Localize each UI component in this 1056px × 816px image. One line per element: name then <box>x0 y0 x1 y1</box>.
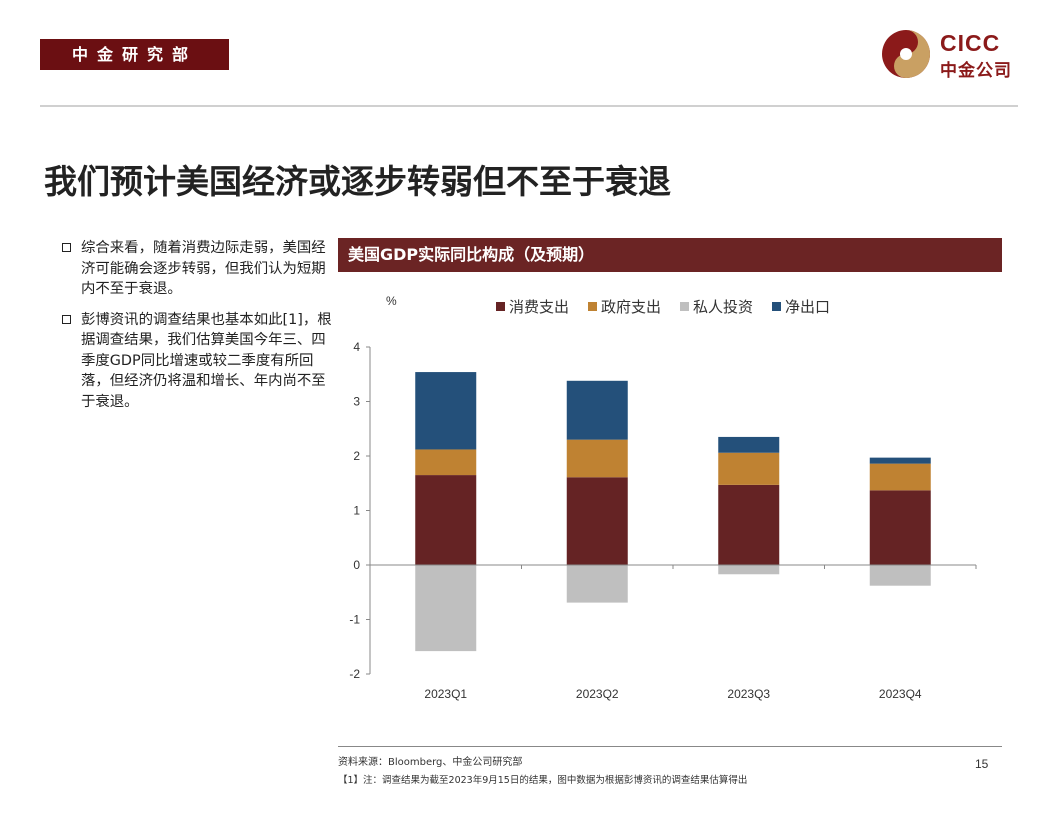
bar-segment <box>718 484 780 565</box>
bar-segment <box>566 380 628 440</box>
bar-segment <box>566 477 628 565</box>
legend-label: 私人投资 <box>693 299 753 316</box>
y-tick-label: -1 <box>349 613 360 627</box>
legend-swatch <box>680 302 689 311</box>
bullet-text: 彭博资讯的调查结果也基本如此[1]，根据调查结果，我们估算美国今年三、四季度GD… <box>81 311 332 410</box>
legend-label: 消费支出 <box>509 299 569 316</box>
legend-swatch <box>772 302 781 311</box>
x-tick-label: 2023Q1 <box>424 687 467 701</box>
footnote: 【1】注：调查结果为截至2023年9月15日的结果，图中数据为根据彭博资讯的调查… <box>338 775 748 786</box>
legend-swatch <box>496 302 505 311</box>
bar-segment <box>869 457 931 464</box>
bar-segment <box>718 565 780 575</box>
department-badge: 中金研究部 <box>40 39 229 70</box>
cicc-logo: CICC 中金公司 <box>880 28 1030 84</box>
page-number: 15 <box>975 757 989 771</box>
y-tick-label: 1 <box>353 504 360 518</box>
legend-label: 政府支出 <box>601 299 661 316</box>
bar-segment <box>566 439 628 478</box>
x-tick-label: 2023Q4 <box>879 687 922 701</box>
bar-segment <box>415 449 477 476</box>
bullet-list: 综合来看，随着消费边际走弱，美国经济可能确会逐步转弱，但我们认为短期内不至于衰退… <box>62 238 334 422</box>
bullet-text: 综合来看，随着消费边际走弱，美国经济可能确会逐步转弱，但我们认为短期内不至于衰退… <box>81 240 326 297</box>
stacked-bar-chart: % 消费支出 政府支出 私人投资 净出口 -2 -1 0 1 2 3 4 2023Q1 2023Q2 202… <box>349 294 977 701</box>
header-divider <box>40 105 1018 107</box>
bar-segment <box>869 565 931 586</box>
y-tick-label: 4 <box>353 340 360 354</box>
bar-segment <box>869 463 931 491</box>
chart-header: 美国GDP实际同比构成（及预期） <box>338 238 1002 272</box>
y-tick-label: 3 <box>353 395 360 409</box>
y-axis-label: % <box>386 294 397 308</box>
logo-text-cn: 中金公司 <box>940 61 1012 81</box>
bullet-item: 综合来看，随着消费边际走弱，美国经济可能确会逐步转弱，但我们认为短期内不至于衰退… <box>62 238 334 300</box>
y-tick-label: -2 <box>349 667 360 681</box>
source-note: 资料来源：Bloomberg、中金公司研究部 <box>338 757 523 768</box>
y-tick-label: 2 <box>353 449 360 463</box>
square-bullet-icon <box>62 314 71 324</box>
y-tick-label: 0 <box>353 558 360 572</box>
page-title: 我们预计美国经济或逐步转弱但不至于衰退 <box>44 162 671 201</box>
bar-segment <box>718 452 780 485</box>
square-bullet-icon <box>62 243 71 252</box>
footer-divider <box>338 746 1002 747</box>
legend-swatch <box>588 302 597 311</box>
bar-segment <box>718 436 780 453</box>
bar-segment <box>415 475 477 565</box>
bar-segment <box>869 490 931 565</box>
bar-segment <box>566 565 628 603</box>
x-tick-label: 2023Q3 <box>727 687 770 701</box>
cicc-logo-icon <box>882 30 930 78</box>
x-tick-label: 2023Q2 <box>576 687 619 701</box>
bullet-item: 彭博资讯的调查结果也基本如此[1]，根据调查结果，我们估算美国今年三、四季度GD… <box>62 310 334 413</box>
bar-segment <box>415 372 477 450</box>
bar-segment <box>415 565 477 652</box>
legend-label: 净出口 <box>785 299 830 316</box>
logo-text-en: CICC <box>940 30 1001 56</box>
